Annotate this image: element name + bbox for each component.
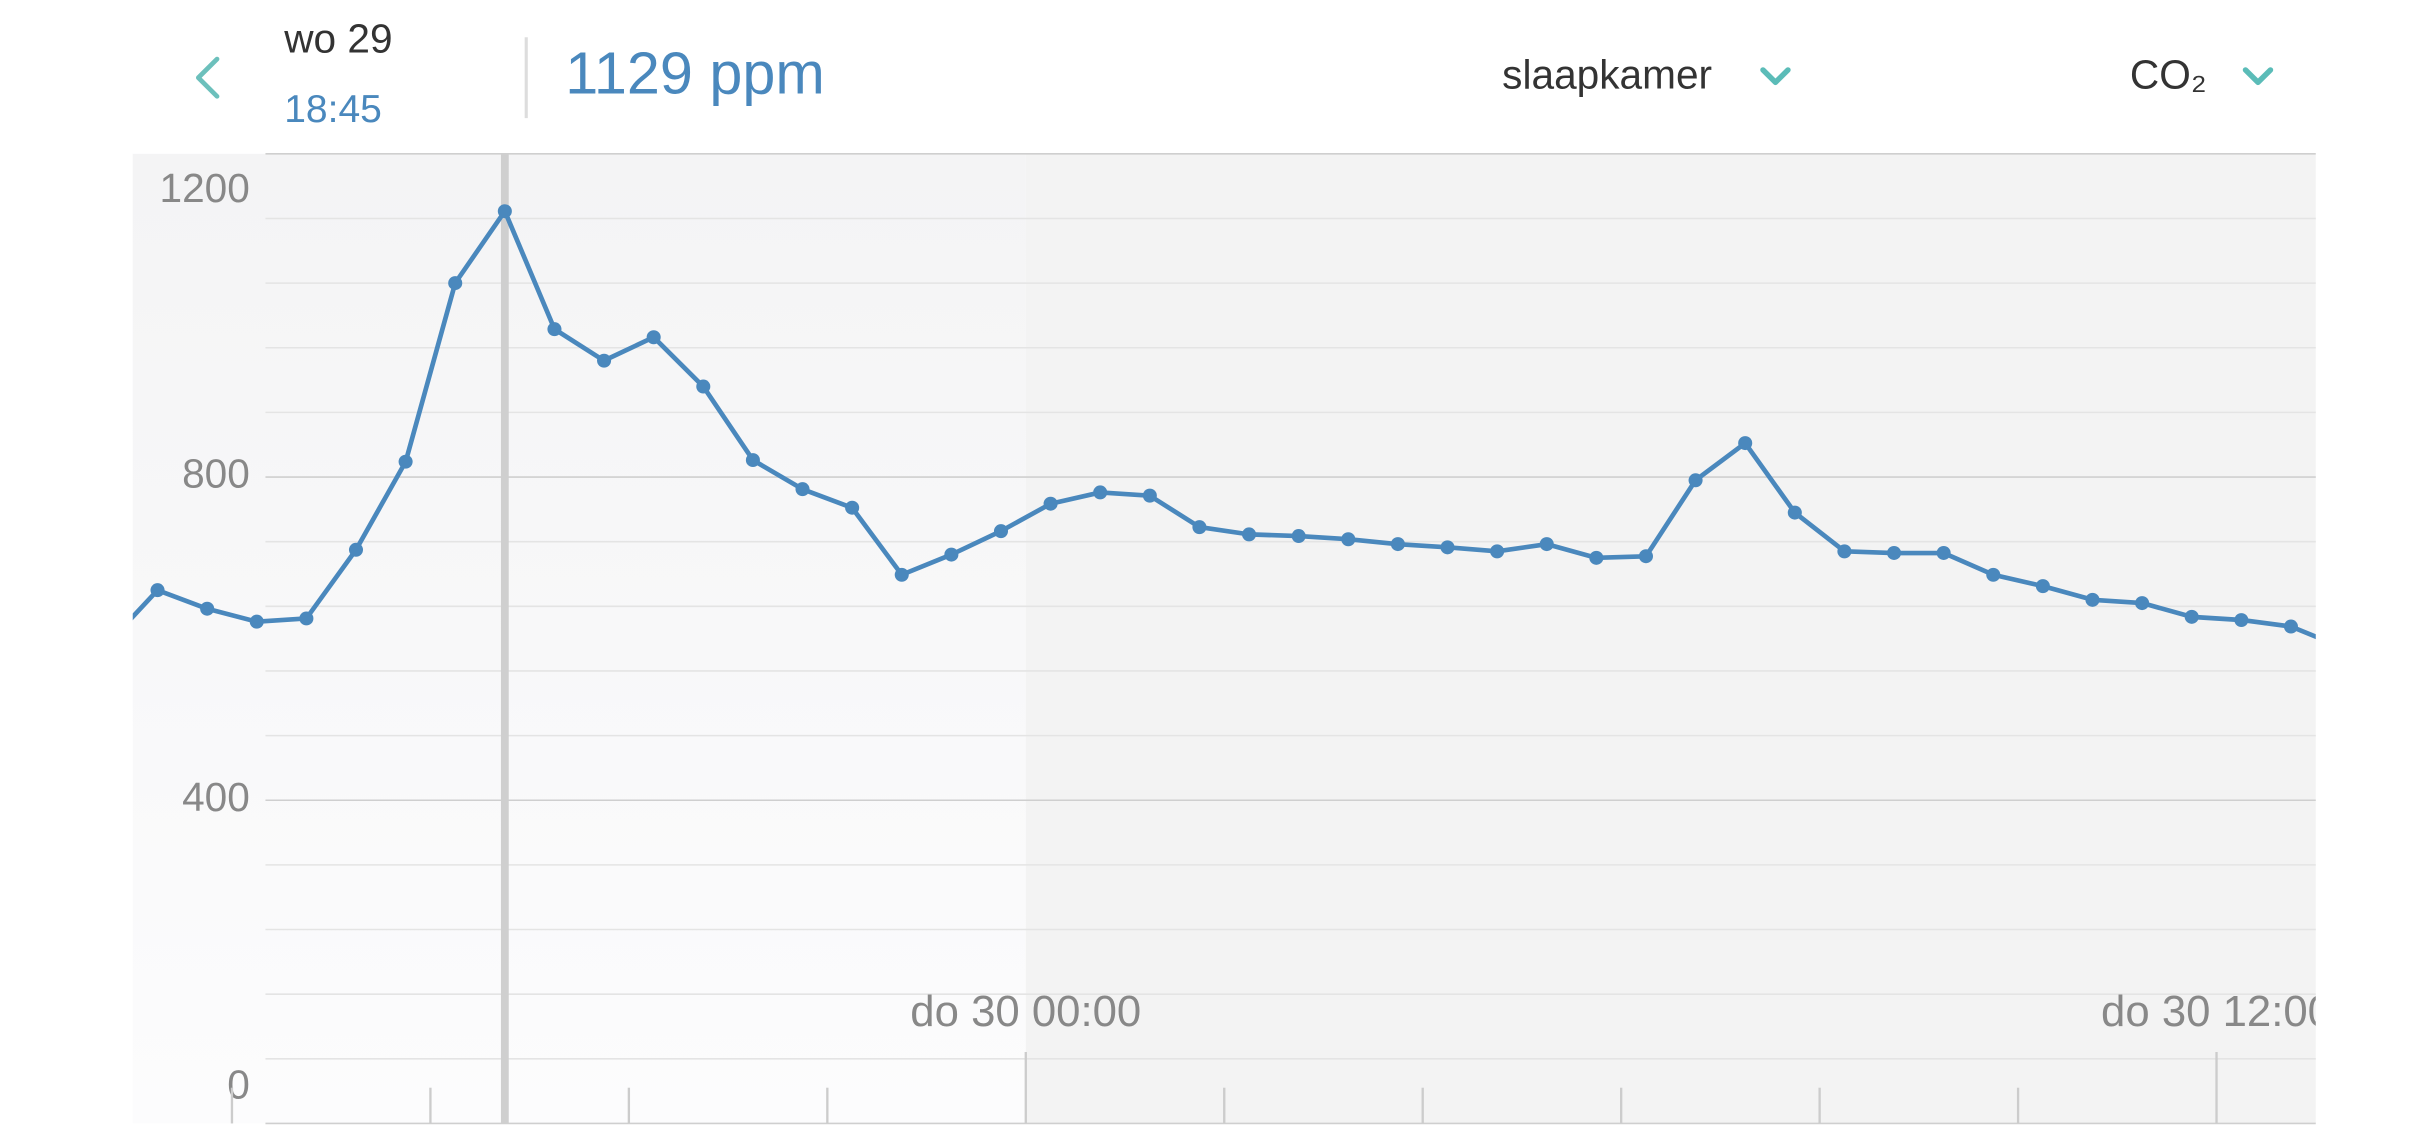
plot-background-night	[1025, 153, 2316, 1124]
data-point	[1291, 529, 1306, 544]
room-selector[interactable]: slaapkamer	[1502, 51, 1712, 97]
data-point	[1936, 545, 1951, 560]
data-point	[1638, 549, 1653, 564]
data-point	[993, 524, 1009, 539]
metric-chevron[interactable]	[2242, 67, 2274, 86]
y-tick-label: 800	[182, 451, 250, 497]
y-tick-label: 0	[227, 1061, 250, 1107]
series	[101, 204, 2348, 654]
data-point	[1142, 488, 1157, 503]
data-point	[845, 500, 860, 515]
data-point	[646, 330, 661, 345]
data-point	[1986, 567, 2001, 582]
x-tick-label: do 30 00:00	[910, 988, 1141, 1036]
data-point	[448, 276, 463, 291]
data-point	[696, 379, 711, 394]
back-button[interactable]	[195, 56, 220, 99]
data-point	[547, 322, 562, 337]
y-tick-label: 1200	[160, 165, 250, 211]
data-line	[132, 208, 2316, 640]
data-point	[1242, 527, 1257, 542]
x-tick-label: do 30 12:00	[2101, 988, 2332, 1036]
data-point	[101, 636, 115, 650]
data-point	[2234, 613, 2249, 628]
data-point	[200, 601, 215, 616]
plot-background-day	[132, 153, 1026, 1124]
data-point	[1043, 496, 1058, 511]
data-point	[2334, 640, 2348, 654]
chart: 0 400 800 1200 do 30 00:00 do 30 12:00	[101, 153, 2348, 1125]
data-point	[249, 614, 264, 629]
data-point	[944, 547, 959, 562]
data-point	[1539, 537, 1554, 552]
data-point	[497, 204, 512, 219]
data-point	[597, 353, 612, 368]
data-point	[299, 611, 314, 626]
data-point	[745, 453, 760, 468]
data-point	[795, 482, 810, 497]
data-point	[1390, 537, 1405, 552]
data-point	[1490, 544, 1505, 559]
data-point	[2135, 596, 2150, 611]
data-point	[894, 567, 909, 582]
data-point	[2283, 619, 2298, 634]
room-chevron[interactable]	[1760, 67, 1791, 86]
time: 18:45	[284, 88, 382, 131]
data-point	[1738, 436, 1753, 451]
data-point	[348, 542, 364, 557]
data-point	[2035, 579, 2050, 594]
reading: 1129 ppm	[565, 39, 824, 106]
data-point	[2184, 609, 2199, 624]
data-point	[1093, 485, 1108, 500]
header: wo 29 18:45 1129 ppm slaapkamer CO₂	[195, 16, 2274, 131]
data-point	[1341, 532, 1356, 547]
data-point	[398, 454, 413, 469]
data-point	[1192, 520, 1207, 535]
metric-selector[interactable]: CO₂	[2130, 51, 2207, 97]
date: wo 29	[283, 16, 392, 62]
data-point	[2085, 592, 2100, 607]
data-point	[1688, 473, 1703, 488]
data-point	[150, 583, 165, 598]
data-point	[1887, 545, 1902, 560]
data-point	[1837, 544, 1852, 559]
y-tick-label: 400	[182, 774, 250, 820]
data-point	[1440, 540, 1455, 555]
data-point	[1589, 550, 1604, 565]
data-point	[1787, 505, 1802, 520]
